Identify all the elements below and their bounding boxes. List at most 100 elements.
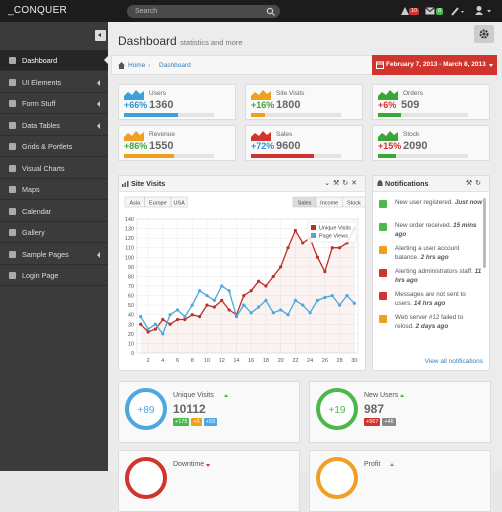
x-tick-label: 24 [307,358,313,364]
point [190,303,194,307]
stat-value: 1360 [149,99,174,111]
tools-icon[interactable] [451,6,465,16]
notification[interactable]: Messages are not sent to users. 14 hrs a… [379,291,483,308]
menu-label: Maps [22,185,40,194]
menu-label: Sample Pages [22,249,69,259]
point [153,322,158,326]
breadcrumb-link[interactable]: Dashboard [159,62,191,69]
notification-time: 15 mins ago [395,222,477,238]
legend-label: Page Views [319,234,348,240]
stat-label: Stock [403,131,420,138]
progress-track [378,154,468,158]
menu-item[interactable]: Form Stuff [0,93,108,114]
point [190,313,194,317]
chart-icon [122,181,129,187]
card-label: Unique Visits [173,392,214,399]
menu-item[interactable]: Sample Pages [0,244,108,265]
y-tick-label: 80 [128,274,134,280]
view-all-link[interactable]: View all notifications [424,358,483,365]
sidebar-toggle[interactable] [95,30,106,41]
point [175,317,180,322]
menu-item[interactable]: Gallery [0,222,108,243]
search-box[interactable]: Search [127,5,280,18]
tile-icon [251,131,271,141]
stat-card: +19 New Users 987 +567 +46 [309,381,491,443]
x-tick-label: 2 [147,358,150,364]
point [256,279,261,283]
stat-change: +66% [124,100,148,110]
point [183,315,187,319]
mail-icon[interactable] [425,7,435,15]
tile-icon-shape [378,90,398,100]
badge: +5 [191,418,202,426]
trend-arrow [400,394,405,397]
x-tick-label: 20 [278,358,284,364]
point [315,255,320,259]
card-badges: +175 +5 +93 [173,418,219,426]
panel-title: Site Visits [131,179,166,188]
toggle-arrow [98,33,101,37]
notification-icon [379,200,387,208]
menu-item[interactable]: Data Tables [0,115,108,136]
menu-item[interactable]: Maps [0,179,108,200]
point [271,311,275,315]
notification-icon [379,246,387,254]
stat-change: +16% [251,100,275,110]
notification[interactable]: New user registered. Just now [379,199,483,208]
point [220,298,224,302]
x-tick-label: 22 [292,358,298,364]
menu-icon [9,272,16,279]
menu-label: Data Tables [22,120,60,130]
progress-track [378,113,468,117]
date-range-button[interactable]: February 7, 2013 - March 8, 2013 [372,55,497,75]
notification-body: New user registered. Just now [395,199,483,208]
x-tick-label: 30 [351,358,357,364]
stat-value: 9600 [276,140,301,152]
alert-icon[interactable] [400,6,410,16]
chart: Asia Europe USA Sales Income Stock 0 10 20 30 40 50… [124,196,365,364]
menu-item[interactable]: Grids & Portlets [0,136,108,157]
stat-card: +89 Unique Visits 10112 +175 +5 +93 [118,381,300,443]
filter-button[interactable] [170,196,188,208]
ring [125,457,167,499]
point [234,315,239,319]
subtitle: statistics and more [180,38,243,47]
menu-label: UI Elements [22,77,62,87]
area [140,228,355,353]
menu-item[interactable]: Dashboard [0,50,108,71]
point [323,295,327,300]
notification[interactable]: Alerting administrators staff. 11 hrs ag… [379,268,483,285]
notification-text: New order received. [395,222,452,229]
stat-label: Site Visits [276,90,305,97]
settings-button[interactable] [474,25,494,43]
notification-time: 11 hrs ago [395,268,482,284]
panel-header: Notifications [373,176,489,192]
filter-button[interactable] [342,196,365,208]
calendar-icon [376,61,384,69]
x-tick-label: 16 [248,358,254,364]
notification[interactable]: Web server #12 failed to relosd. 2 days … [379,314,483,331]
notification[interactable]: Alerting a user account balance. 2 hrs a… [379,245,483,262]
notification-icon [379,269,387,277]
notification-time: 14 hrs ago [413,299,446,307]
menu-item[interactable]: Login Page [0,265,108,286]
progress-fill [124,113,178,117]
menu-icon [9,229,16,236]
page-title: Dashboard statistics and more [118,34,243,48]
user-icon[interactable] [474,5,492,16]
breadcrumb-link[interactable]: Home [128,62,146,69]
notification-body: New order received. 15 mins ago [395,222,483,239]
menu-item[interactable]: UI Elements [0,72,108,93]
panel-tools[interactable]: ⌄⚒↻✕ [324,180,360,187]
stat-label: Revenue [149,131,176,138]
filter-label: Income [320,200,338,206]
menu-item[interactable]: Calendar [0,201,108,222]
tile-icon-shape [124,90,144,100]
notification[interactable]: New order received. 15 mins ago [379,222,483,239]
menu-item[interactable]: Visual Charts [0,158,108,179]
scrollbar [483,198,486,268]
logo[interactable]: _CONQUER [8,5,68,16]
point [279,265,283,269]
panel-tools[interactable]: ⚒↻ [465,180,484,187]
